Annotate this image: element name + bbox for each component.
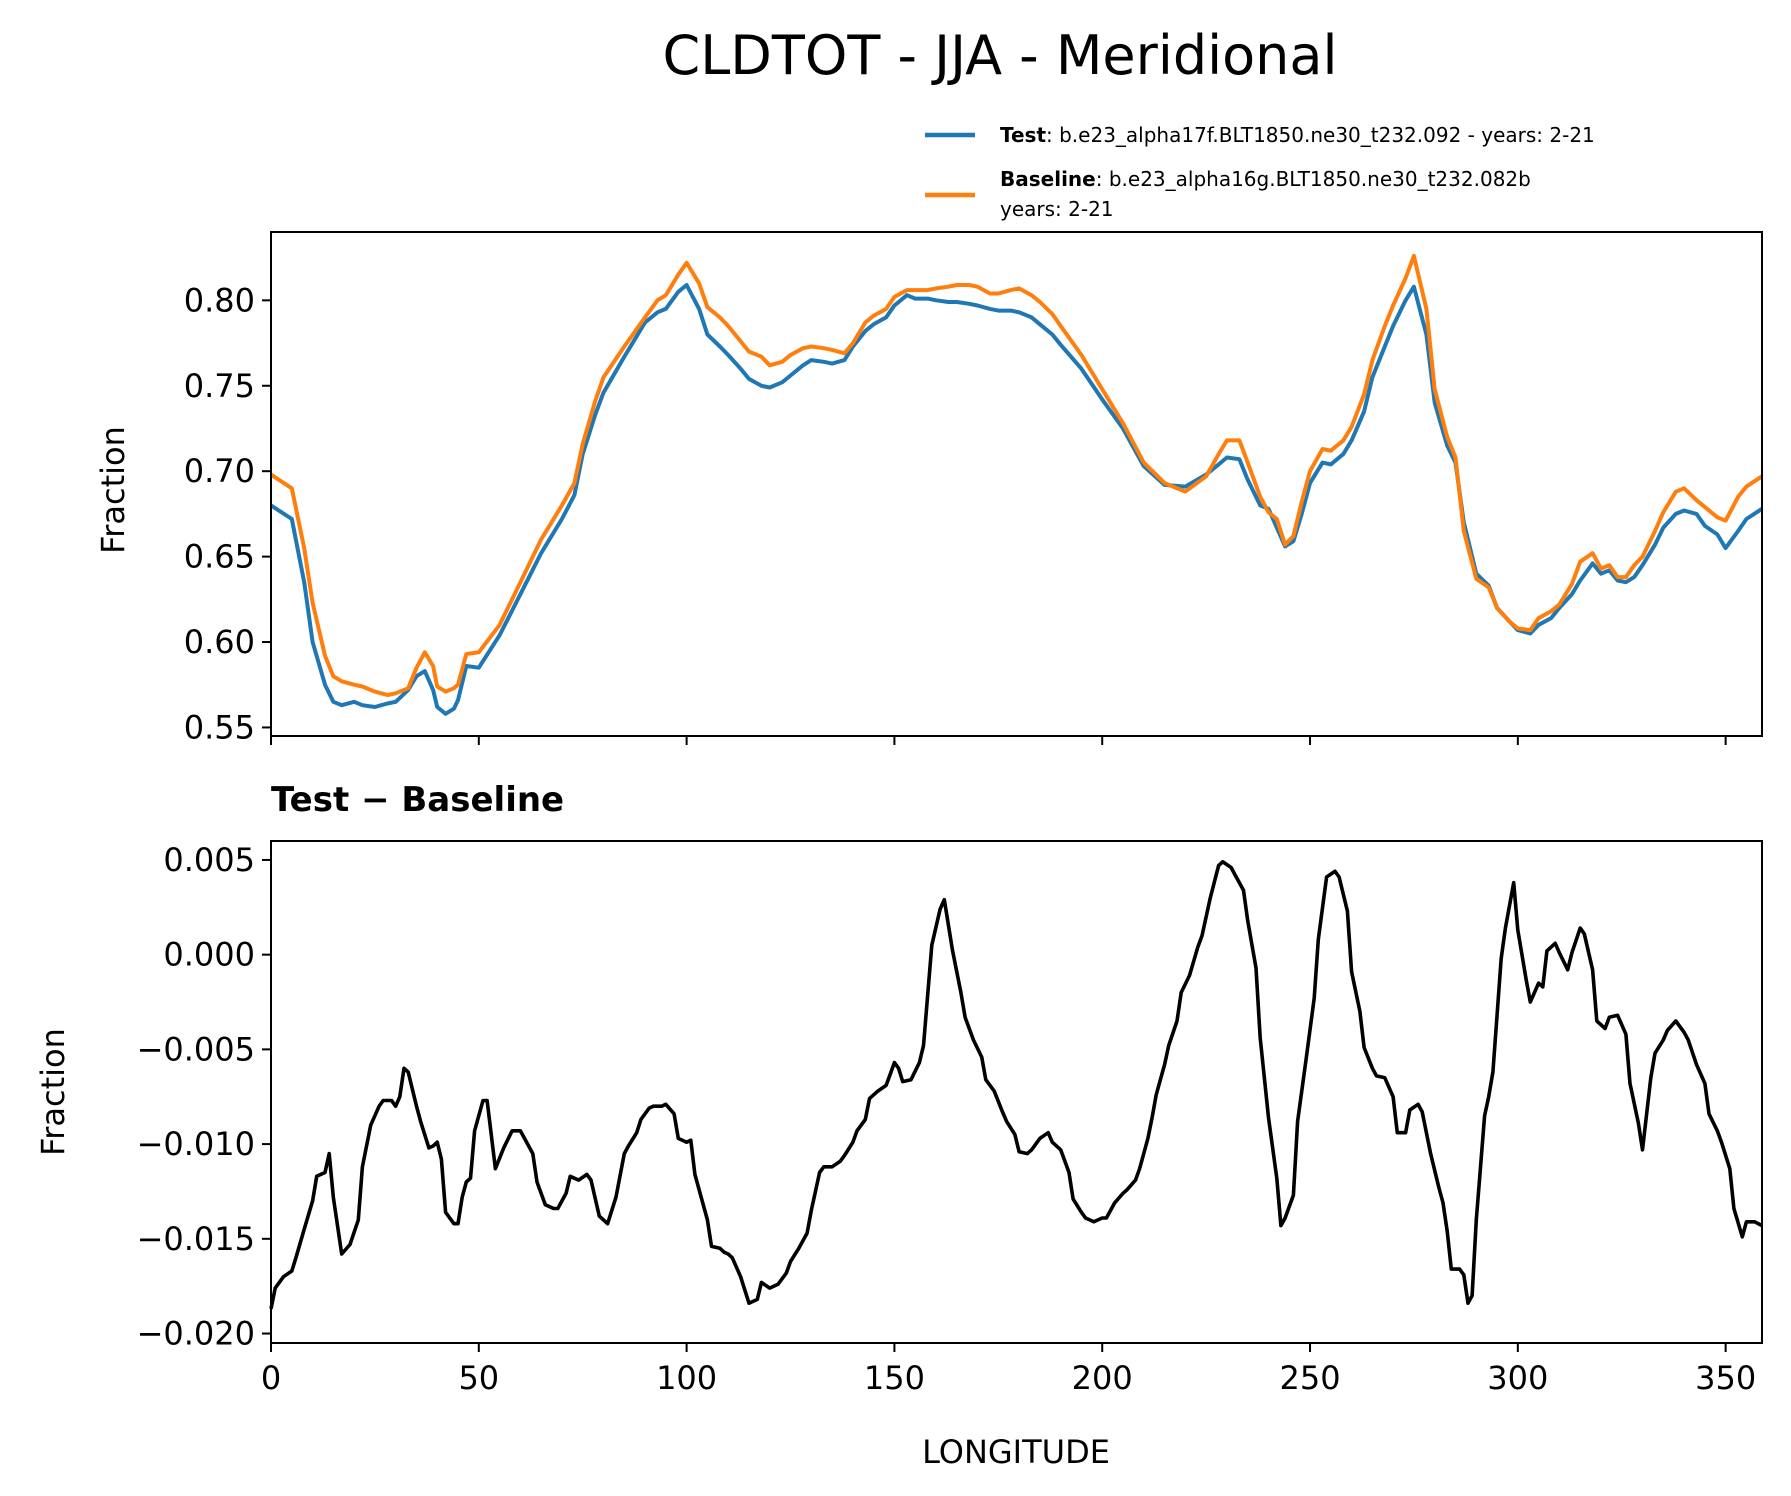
top-axes-frame <box>270 231 1763 737</box>
legend-test-entry: Test: b.e23_alpha17f.BLT1850.ne30_t232.0… <box>1000 123 1595 147</box>
bottom-x-ticks: 0 50 100 150 200 250 300 350 <box>261 1343 1756 1397</box>
bottom-xtick-label: 0 <box>261 1359 281 1397</box>
top-ytick-label: 0.70 <box>184 452 255 490</box>
chart-title: CLDTOT - JJA - Meridional <box>663 24 1338 87</box>
bottom-ytick-label: −0.005 <box>137 1030 255 1068</box>
top-series-test <box>269 283 1764 716</box>
bottom-ylabel: Fraction <box>34 1028 72 1156</box>
top-ytick-label: 0.80 <box>184 281 255 319</box>
top-ytick-label: 0.65 <box>184 538 255 576</box>
bottom-series-test-baseline <box>269 859 1763 1310</box>
bottom-panel: Test − Baseline 0.005 0.000 −0.005 −0.010 −0… <box>34 780 1763 1471</box>
bottom-ytick-label: 0.005 <box>163 841 255 879</box>
top-ytick-label: 0.55 <box>184 708 255 746</box>
legend-baseline-entry: Baseline: b.e23_alpha16g.BLT1850.ne30_t2… <box>1000 167 1531 191</box>
bottom-xtick-label: 100 <box>656 1359 717 1397</box>
legend-baseline-text: : b.e23_alpha16g.BLT1850.ne30_t232.082b <box>1096 167 1531 191</box>
bottom-xtick-label: 350 <box>1695 1359 1756 1397</box>
legend-baseline-name: Baseline <box>1000 167 1096 191</box>
top-x-ticks <box>270 736 1727 745</box>
bottom-ytick-label: −0.020 <box>137 1315 255 1353</box>
bottom-panel-title: Test − Baseline <box>271 780 564 820</box>
top-y-ticks: 0.55 0.60 0.65 0.70 0.75 0.80 <box>184 281 271 746</box>
bottom-xtick-label: 200 <box>1072 1359 1133 1397</box>
bottom-ytick-label: −0.015 <box>137 1220 255 1258</box>
bottom-xtick-label: 300 <box>1487 1359 1548 1397</box>
bottom-xtick-label: 150 <box>864 1359 925 1397</box>
top-series-baseline <box>269 253 1764 697</box>
chart-legend: Test: b.e23_alpha17f.BLT1850.ne30_t232.0… <box>925 123 1595 221</box>
bottom-y-ticks: 0.005 0.000 −0.005 −0.010 −0.015 −0.020 <box>137 841 271 1353</box>
legend-baseline-line2: years: 2-21 <box>1000 197 1114 221</box>
legend-test-name: Test <box>1000 123 1046 147</box>
top-ytick-label: 0.60 <box>184 623 255 661</box>
top-series-group <box>269 253 1764 716</box>
top-ylabel: Fraction <box>94 426 132 554</box>
bottom-ytick-label: −0.010 <box>137 1125 255 1163</box>
bottom-xtick-label: 250 <box>1279 1359 1340 1397</box>
bottom-series-group <box>269 859 1763 1310</box>
bottom-xtick-label: 50 <box>458 1359 499 1397</box>
bottom-axes-frame <box>270 840 1763 1344</box>
top-panel: 0.55 0.60 0.65 0.70 0.75 0.80 Fraction <box>94 231 1764 746</box>
legend-test-text: : b.e23_alpha17f.BLT1850.ne30_t232.092 -… <box>1046 123 1595 147</box>
bottom-ytick-label: 0.000 <box>163 936 255 974</box>
top-ytick-label: 0.75 <box>184 367 255 405</box>
bottom-xlabel: LONGITUDE <box>922 1433 1110 1471</box>
